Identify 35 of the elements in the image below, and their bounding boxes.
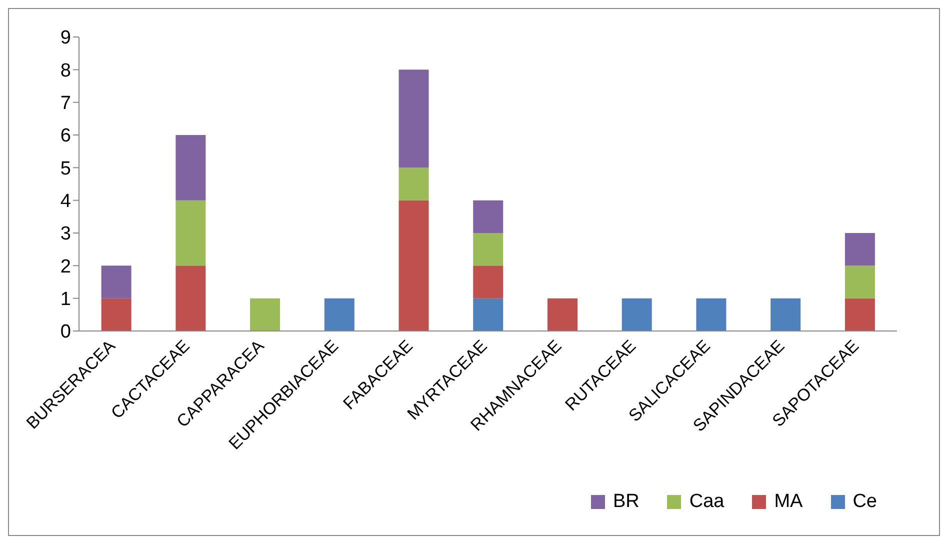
bar bbox=[696, 298, 726, 331]
legend-label: BR bbox=[612, 491, 640, 513]
y-tick-label: 9 bbox=[60, 28, 71, 49]
legend-label: Ce bbox=[852, 491, 877, 513]
bar bbox=[473, 200, 504, 233]
y-tick-label: 5 bbox=[60, 158, 71, 180]
y-tick-label: 6 bbox=[60, 126, 71, 147]
y-tick-label: 2 bbox=[60, 256, 71, 278]
y-tick-label: 8 bbox=[60, 60, 71, 82]
bar bbox=[176, 135, 206, 200]
y-tick-label: 0 bbox=[60, 322, 71, 343]
y-tick-label: 4 bbox=[60, 191, 72, 212]
bar bbox=[844, 298, 875, 331]
y-tick-label: 7 bbox=[60, 93, 71, 114]
bar bbox=[398, 200, 429, 331]
bar bbox=[547, 298, 578, 331]
bar bbox=[622, 298, 652, 331]
bar bbox=[176, 200, 206, 266]
bar bbox=[101, 266, 132, 298]
bar bbox=[473, 266, 504, 298]
bar bbox=[250, 298, 280, 331]
bar bbox=[473, 298, 504, 331]
legend-label: MA bbox=[774, 491, 803, 513]
bar bbox=[844, 266, 875, 298]
y-tick-label: 1 bbox=[60, 289, 71, 310]
bar bbox=[398, 70, 429, 168]
bar bbox=[473, 233, 504, 266]
y-tick-label: 3 bbox=[60, 224, 71, 245]
legend-label: Caa bbox=[689, 491, 724, 513]
bar bbox=[398, 168, 429, 200]
bar bbox=[101, 298, 132, 331]
bar bbox=[844, 233, 875, 266]
bar bbox=[324, 298, 354, 331]
bar bbox=[770, 298, 801, 331]
bar bbox=[176, 266, 206, 331]
